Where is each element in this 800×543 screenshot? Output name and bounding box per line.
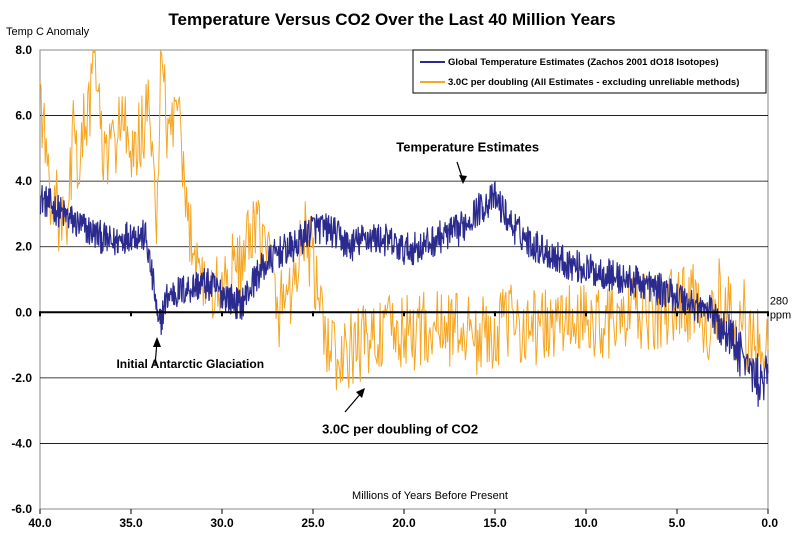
x-tick-label: 30.0 xyxy=(210,516,234,530)
y-tick-label: -6.0 xyxy=(11,502,32,516)
legend-label-temperature: Global Temperature Estimates (Zachos 200… xyxy=(448,57,719,68)
x-tick-marks xyxy=(39,509,769,514)
legend-label-co2: 3.0C per doubling (All Estimates - exclu… xyxy=(448,77,739,88)
annotation-arrowhead-co2 xyxy=(356,388,365,398)
x-axis-label: Millions of Years Before Present xyxy=(352,490,508,502)
y-tick-label: 6.0 xyxy=(15,109,32,123)
annotation-co2-doubling: 3.0C per doubling of CO2 xyxy=(322,422,478,437)
x-tick-label: 40.0 xyxy=(28,516,52,530)
y-tick-label: -4.0 xyxy=(11,436,32,450)
y-tick-label: -2.0 xyxy=(11,371,32,385)
gridlines xyxy=(40,115,768,444)
y-tick-label: 4.0 xyxy=(15,174,32,188)
x-tick-label: 20.0 xyxy=(392,516,416,530)
x-tick-label: 15.0 xyxy=(483,516,507,530)
y-tick-label: 0.0 xyxy=(15,305,32,319)
annotation-arrow-co2 xyxy=(344,391,363,413)
series-line-temperature xyxy=(39,181,769,407)
y-tick-label: 2.0 xyxy=(15,240,32,254)
annotation-arrowhead-temperature xyxy=(459,175,467,184)
annotation-antarctic-glaciation: Initial Antarctic Glaciation xyxy=(116,357,264,371)
annotation-temperature-estimates: Temperature Estimates xyxy=(396,140,539,155)
x-tick-label: 25.0 xyxy=(301,516,325,530)
x-tick-label: 5.0 xyxy=(669,516,686,530)
chart-title: Temperature Versus CO2 Over the Last 40 … xyxy=(168,10,615,29)
series-layer xyxy=(39,49,769,407)
legend: Global Temperature Estimates (Zachos 200… xyxy=(412,49,767,94)
zero-line-ticks xyxy=(39,311,769,317)
annotation-280-ppm: 280 ppm xyxy=(770,295,791,321)
x-tick-label: 10.0 xyxy=(574,516,598,530)
series-line-co2-doubling xyxy=(39,49,769,395)
x-tick-label: 35.0 xyxy=(119,516,143,530)
y-tick-labels: 8.0 6.0 4.0 2.0 0.0 -2.0 -4.0 -6.0 xyxy=(11,43,32,516)
x-tick-labels: 40.0 35.0 30.0 25.0 20.0 15.0 10.0 5.0 0… xyxy=(28,516,778,530)
x-tick-label: 0.0 xyxy=(761,516,778,530)
legend-box xyxy=(412,49,767,94)
y-tick-label: 8.0 xyxy=(15,43,32,57)
annotations: Temperature Estimates Initial Antarctic … xyxy=(116,140,791,437)
annotation-arrowhead-glaciation xyxy=(153,337,161,347)
y-axis-label: Temp C Anomaly xyxy=(6,26,90,38)
